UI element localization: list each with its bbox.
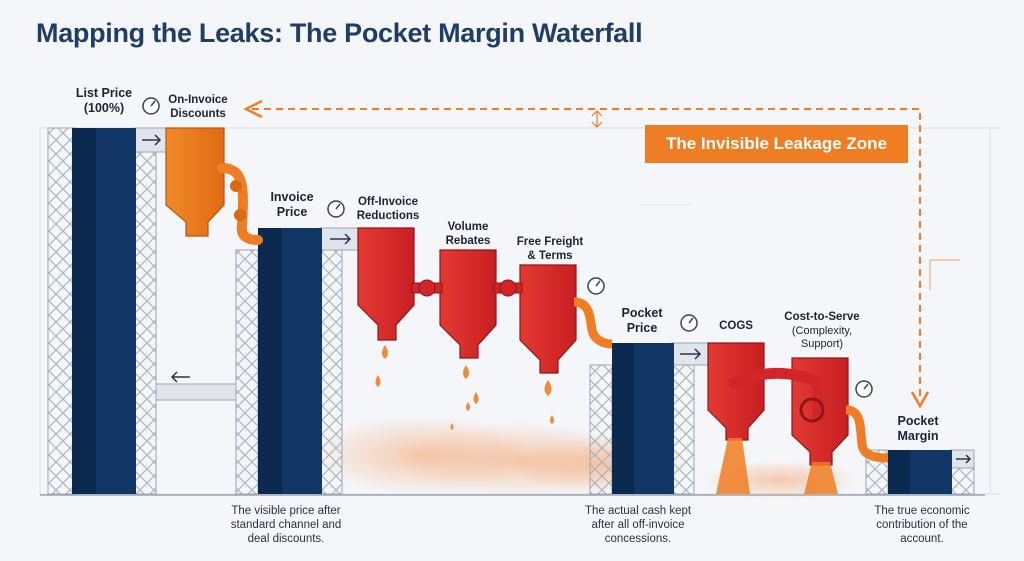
flow-arrow-icon [142,134,972,464]
label-on-invoice: On-Invoice Discounts [168,94,228,120]
leakage-zone-badge: The Invisible Leakage Zone [645,125,908,163]
leak-drop-icon [375,345,554,430]
pillar-list-price [72,128,136,494]
caption-invoice: The visible price after standard channel… [230,505,342,545]
pillar-pocket-margin [888,450,952,494]
label-volume-rebates: Volume Rebates [445,221,491,247]
hopper-cogs [707,342,765,441]
leak-mist [310,415,860,500]
pillar-invoice-price [258,228,322,494]
label-invoice-price: Invoice Price [270,190,314,219]
hopper-free-freight [519,264,577,374]
label-pocket-margin: Pocket Margin [897,414,939,443]
pipe-valve-icon [727,367,889,463]
spill-streams [716,438,838,494]
label-list-price: List Price (100%) [75,86,133,115]
label-cogs: COGS [719,320,753,332]
label-off-invoice: Off-Invoice Reductions [356,196,420,222]
hopper-on-invoice [165,127,263,245]
page-title: Mapping the Leaks: The Pocket Margin Wat… [36,18,643,48]
label-pocket-price: Pocket Price [621,306,663,335]
pillar-pocket-price [612,343,674,494]
hopper-volume-rebates [439,249,497,359]
caption-margin: The true economic contribution of the ac… [874,505,970,545]
label-cost-to-serve: Cost-to-Serve [784,311,860,323]
pipe-valve-icon [411,279,613,349]
pressure-gauge-icon [142,97,873,398]
caption-pocket: The actual cash kept after all off-invoi… [584,505,692,545]
label-free-freight: Free Freight & Terms [516,236,584,262]
label-cost-to-serve-sub: (Complexity, Support) [791,325,853,350]
leakage-zone-arrow [243,99,930,409]
hopper-off-invoice [357,227,415,341]
